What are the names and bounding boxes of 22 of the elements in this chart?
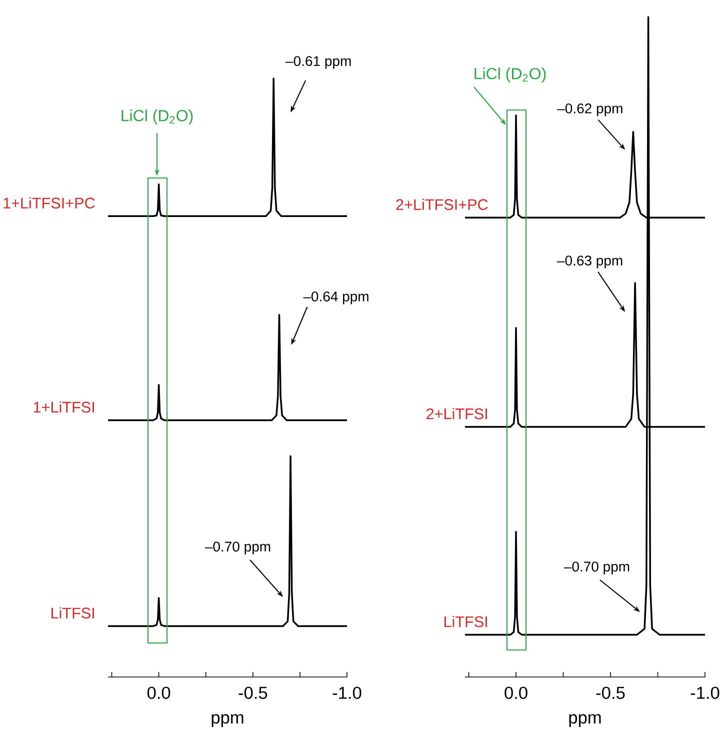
x-tick-label: 0.0 bbox=[504, 686, 528, 699]
x-tick-label: -1.0 bbox=[332, 686, 362, 699]
x-axis-title: ppm bbox=[569, 714, 601, 728]
annotation: –0.61 ppm bbox=[286, 56, 351, 69]
x-axis-title: ppm bbox=[212, 714, 244, 728]
annotation: LiCl (D$_{2}$O) bbox=[122, 110, 193, 124]
series-label: 2+LiTFSI bbox=[426, 408, 487, 420]
series-label: 1+LiTFSI+PC bbox=[4, 197, 95, 209]
annotation: LiCl (D$_{2}$O) bbox=[474, 68, 546, 82]
x-tick-label: -0.5 bbox=[596, 686, 625, 699]
annotation: –0.64 ppm bbox=[303, 292, 368, 304]
series-label: LiTFSI bbox=[444, 616, 487, 628]
annotation: –0.70 ppm bbox=[204, 542, 270, 554]
series-label: 2+LiTFSI+PC bbox=[396, 198, 488, 210]
x-tick-label: -0.5 bbox=[238, 686, 268, 699]
x-tick-label: -1.0 bbox=[690, 686, 720, 699]
x-tick-label: 0.0 bbox=[147, 686, 170, 699]
annotation: –0.70 ppm bbox=[564, 562, 630, 574]
series-label: 1+LiTFSI bbox=[34, 401, 94, 413]
annotation: –0.62 ppm bbox=[557, 103, 622, 116]
annotation: –0.63 ppm bbox=[556, 256, 622, 268]
series-label: LiTFSI bbox=[51, 607, 94, 619]
